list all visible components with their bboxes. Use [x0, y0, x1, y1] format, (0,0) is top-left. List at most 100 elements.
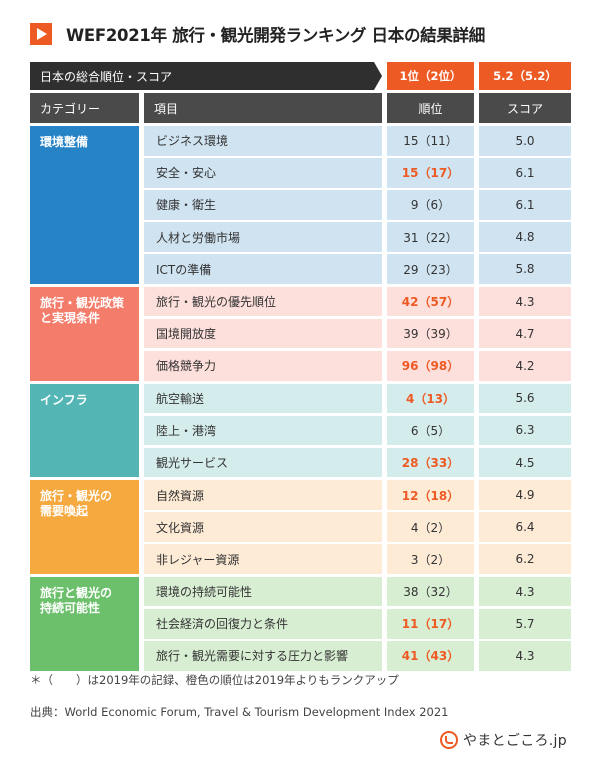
rank-cell: 31（22）	[387, 222, 474, 252]
category-label: 環境整備	[40, 135, 89, 149]
table-row: 旅行・観光の優先順位 42（57） 4.3	[144, 286, 571, 317]
category-label: 旅行と観光の	[40, 585, 113, 600]
rank-cell: 11（17）	[387, 609, 474, 639]
score-cell: 5.6	[479, 383, 571, 414]
table-row: 環境の持続可能性 38（32） 4.3	[144, 576, 571, 607]
score-cell: 4.7	[479, 318, 571, 349]
category-label: 旅行・観光政策	[40, 295, 125, 310]
category-group: 旅行・観光政策 と実現条件 旅行・観光の優先順位 42（57） 4.3 国境開放度 39（3…	[30, 286, 571, 381]
score-cell: 5.7	[479, 609, 571, 639]
score-cell: 4.9	[479, 480, 571, 510]
item-cell: ビジネス環境	[144, 126, 382, 156]
item-cell: 自然資源	[144, 480, 382, 510]
ranking-table: 日本の総合順位・スコア 1位（2位） 5.2（5.2） カテゴリー 項目 順位 …	[30, 62, 571, 671]
table-row: 人材と労働市場 31（22） 4.8	[144, 222, 571, 252]
table-row: ビジネス環境 15（11） 5.0	[144, 126, 571, 156]
footnote: ＊（ ）は2019年の記録、橙色の順位は2019年よりもランクアップ	[30, 673, 399, 687]
table-row: 国境開放度 39（39） 4.7	[144, 318, 571, 349]
score-cell: 6.3	[479, 415, 571, 446]
logo-mark-icon	[440, 731, 458, 749]
item-cell: 航空輸送	[144, 383, 382, 414]
item-cell: 文化資源	[144, 512, 382, 542]
column-header-row: カテゴリー 項目 順位 スコア	[30, 93, 571, 123]
overall-label: 日本の総合順位・スコア	[30, 62, 382, 90]
rank-cell: 29（23）	[387, 254, 474, 284]
score-cell: 6.1	[479, 158, 571, 188]
item-cell: 国境開放度	[144, 318, 382, 349]
item-cell: 健康・衛生	[144, 190, 382, 220]
table-row: 自然資源 12（18） 4.9	[144, 480, 571, 510]
category-cell: 環境整備	[30, 126, 139, 284]
title-row: WEF2021年 旅行・観光開発ランキング 日本の結果詳細	[30, 22, 485, 46]
category-cell: インフラ	[30, 383, 139, 478]
score-cell: 5.0	[479, 126, 571, 156]
score-cell: 4.3	[479, 576, 571, 607]
overall-score: 5.2（5.2）	[479, 62, 571, 90]
table-row: 社会経済の回復力と条件 11（17） 5.7	[144, 609, 571, 639]
item-cell: 人材と労働市場	[144, 222, 382, 252]
table-row: 文化資源 4（2） 6.4	[144, 512, 571, 542]
rank-cell: 6（5）	[387, 415, 474, 446]
table-row: 陸上・港湾 6（5） 6.3	[144, 415, 571, 446]
item-cell: 観光サービス	[144, 447, 382, 478]
item-cell: 旅行・観光の優先順位	[144, 286, 382, 317]
score-cell: 4.8	[479, 222, 571, 252]
category-label: 持続可能性	[40, 600, 101, 615]
table-row: 価格競争力 96（98） 4.2	[144, 351, 571, 381]
score-cell: 6.4	[479, 512, 571, 542]
score-cell: 4.5	[479, 447, 571, 478]
table-row: 非レジャー資源 3（2） 6.2	[144, 544, 571, 574]
table-row: ICTの準備 29（23） 5.8	[144, 254, 571, 284]
category-cell: 旅行・観光の 需要喚起	[30, 480, 139, 574]
table-row: 観光サービス 28（33） 4.5	[144, 447, 571, 478]
item-cell: 社会経済の回復力と条件	[144, 609, 382, 639]
rank-cell: 4（13）	[387, 383, 474, 414]
category-group: 環境整備 ビジネス環境 15（11） 5.0 安全・安心 15（17） 6.1 健康・衛生 9（…	[30, 126, 571, 284]
item-cell: 陸上・港湾	[144, 415, 382, 446]
item-cell: ICTの準備	[144, 254, 382, 284]
category-label: 需要喚起	[40, 504, 89, 519]
category-rows: 環境の持続可能性 38（32） 4.3 社会経済の回復力と条件 11（17） 5.7 旅行・…	[144, 576, 571, 671]
category-group: 旅行と観光の 持続可能性 環境の持続可能性 38（32） 4.3 社会経済の回復力と条件 1…	[30, 576, 571, 671]
table-row: 旅行・観光需要に対する圧力と影響 41（43） 4.3	[144, 641, 571, 671]
rank-cell: 4（2）	[387, 512, 474, 542]
table-row: 安全・安心 15（17） 6.1	[144, 158, 571, 188]
brand-logo: やまとごころ.jp	[440, 728, 567, 752]
overall-rank: 1位（2位）	[387, 62, 474, 90]
column-header-item: 項目	[144, 93, 382, 123]
source-note: 出典：World Economic Forum, Travel & Touris…	[30, 705, 449, 719]
rank-cell: 38（32）	[387, 576, 474, 607]
overall-header-row: 日本の総合順位・スコア 1位（2位） 5.2（5.2）	[30, 62, 571, 90]
category-cell: 旅行・観光政策 と実現条件	[30, 286, 139, 381]
category-label: インフラ	[40, 392, 88, 407]
table-row: 航空輸送 4（13） 5.6	[144, 383, 571, 414]
table-row: 健康・衛生 9（6） 6.1	[144, 190, 571, 220]
item-cell: 非レジャー資源	[144, 544, 382, 574]
score-cell: 4.3	[479, 286, 571, 317]
category-group: 旅行・観光の 需要喚起 自然資源 12（18） 4.9 文化資源 4（2） 6.4 非レジャー資…	[30, 480, 571, 574]
category-rows: 航空輸送 4（13） 5.6 陸上・港湾 6（5） 6.3 観光サービス 28（33） 4.5	[144, 383, 571, 478]
score-cell: 4.2	[479, 351, 571, 381]
category-groups: 環境整備 ビジネス環境 15（11） 5.0 安全・安心 15（17） 6.1 健康・衛生 9（…	[30, 126, 571, 671]
page-title: WEF2021年 旅行・観光開発ランキング 日本の結果詳細	[66, 26, 485, 45]
item-cell: 価格競争力	[144, 351, 382, 381]
column-header-score: スコア	[479, 93, 571, 123]
play-icon	[30, 23, 52, 45]
category-rows: ビジネス環境 15（11） 5.0 安全・安心 15（17） 6.1 健康・衛生 9（6） 6.…	[144, 126, 571, 284]
category-group: インフラ 航空輸送 4（13） 5.6 陸上・港湾 6（5） 6.3 観光サービス 28（33）…	[30, 383, 571, 478]
category-rows: 自然資源 12（18） 4.9 文化資源 4（2） 6.4 非レジャー資源 3（2） 6.2	[144, 480, 571, 574]
score-cell: 4.3	[479, 641, 571, 671]
rank-cell: 9（6）	[387, 190, 474, 220]
item-cell: 安全・安心	[144, 158, 382, 188]
logo-text: やまとごころ.jp	[463, 733, 567, 749]
column-header-category: カテゴリー	[30, 93, 139, 123]
item-cell: 環境の持続可能性	[144, 576, 382, 607]
rank-cell: 39（39）	[387, 318, 474, 349]
score-cell: 5.8	[479, 254, 571, 284]
rank-cell: 15（11）	[387, 126, 474, 156]
category-cell: 旅行と観光の 持続可能性	[30, 576, 139, 671]
rank-cell: 96（98）	[387, 351, 474, 381]
rank-cell: 42（57）	[387, 286, 474, 317]
category-label: 旅行・観光の	[40, 489, 113, 504]
score-cell: 6.2	[479, 544, 571, 574]
